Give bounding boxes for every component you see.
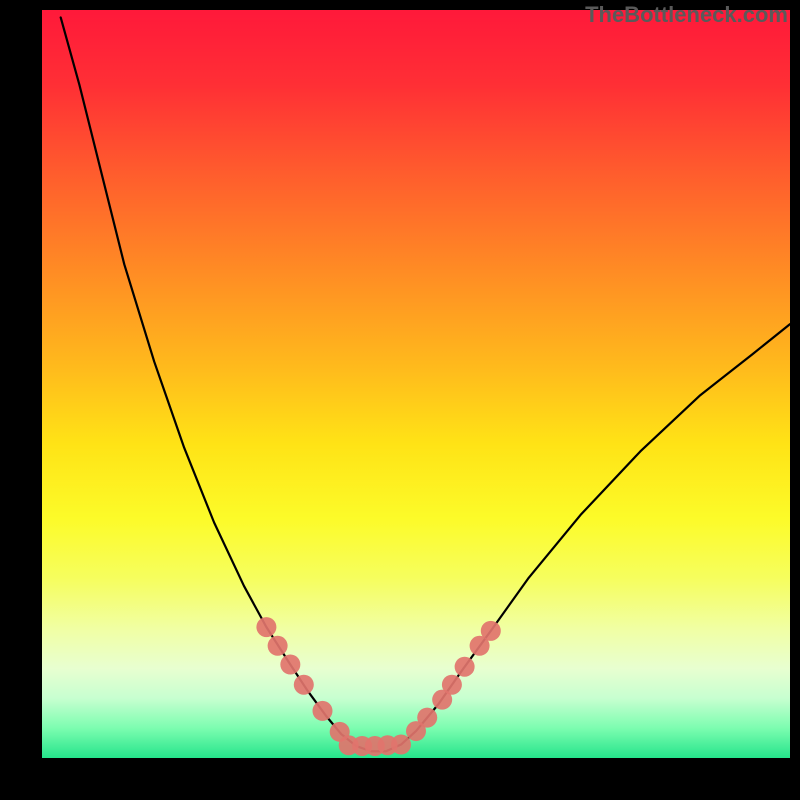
highlight-dot [417,708,437,728]
highlight-dot [280,655,300,675]
gradient-plot-area [42,10,790,758]
highlight-dot [313,701,333,721]
watermark-text: TheBottleneck.com [585,2,788,28]
highlight-dot [481,621,501,641]
highlight-dot [442,675,462,695]
highlight-dot [256,617,276,637]
highlight-dot [268,636,288,656]
highlight-dot [391,735,411,755]
highlight-dot [455,657,475,677]
highlight-dot [294,675,314,695]
chart-svg [0,0,800,800]
chart-stage: TheBottleneck.com [0,0,800,800]
